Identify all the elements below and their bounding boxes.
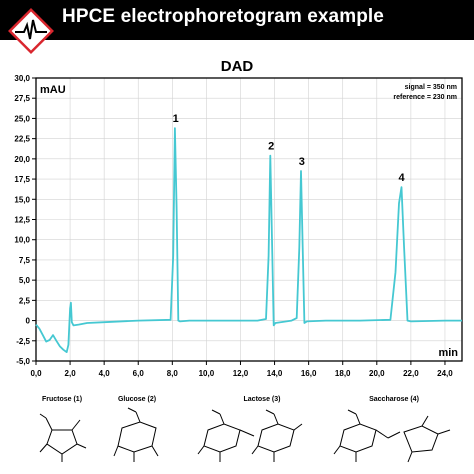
x-tick-label: 8,0 [167,369,179,378]
header-title: HPCE electrophoretogram example [62,6,384,27]
y-tick-label: 12,5 [14,216,30,225]
y-tick-label: -5,0 [16,357,30,366]
y-tick-label: 30,0 [14,74,30,83]
y-tick-label: 15,0 [14,195,30,204]
y-tick-label: 2,5 [19,296,31,305]
x-tick-label: 16,0 [301,369,317,378]
structure-name-fructose: Fructose (1) [42,396,82,403]
signal-annotation: signal = 350 nm [405,84,457,91]
peak-label-2: 2 [268,141,274,153]
y-tick-label: 5,0 [19,276,31,285]
x-tick-label: 2,0 [65,369,77,378]
y-tick-label: 20,0 [14,155,30,164]
lactose-structure-icon [197,409,303,462]
fructose-structure-icon [39,413,87,462]
header-bar: HPCE electrophoretogram example [0,0,474,40]
saccharose-structure-icon [333,409,451,463]
x-tick-label: 14,0 [267,369,283,378]
trace-line [35,127,462,354]
x-tick-label: 10,0 [199,369,215,378]
y-tick-label: 27,5 [14,94,30,103]
structure-name-lactose: Lactose (3) [244,396,281,403]
glucose-structure-icon [113,407,159,462]
electropherogram-logo-icon [8,8,54,54]
electropherogram-chart: DAD 0,0 2,0 4,0 6,0 8,0 10,0 12,0 14,0 16,0 18,0 2… [14,58,463,378]
x-tick-label: 20,0 [369,369,385,378]
y-tick-label: -2,5 [16,337,30,346]
structures-row: Fructose (1) Glucose (2) Lactose (3) Sac… [39,396,451,463]
x-tick-label: 18,0 [335,369,351,378]
chart-title: DAD [221,58,254,75]
peak-label-4: 4 [398,172,405,184]
peak-label-3: 3 [299,156,305,168]
y-tick-label: 7,5 [19,256,31,265]
y-axis-label: mAU [40,84,66,96]
x-tick-label: 24,0 [437,369,453,378]
x-tick-label: 4,0 [99,369,111,378]
x-tick-label: 0,0 [30,369,42,378]
x-tick-label: 22,0 [403,369,419,378]
y-tick-label: 25,0 [14,114,30,123]
peak-label-1: 1 [173,113,179,125]
y-tick-label: 22,5 [14,135,30,144]
structure-name-saccharose: Saccharose (4) [369,396,419,403]
structure-name-glucose: Glucose (2) [118,396,156,403]
y-tick-label: 0 [26,317,31,326]
y-tick-label: 10,0 [14,236,30,245]
y-tick-label: 17,5 [14,175,30,184]
x-tick-label: 12,0 [233,369,249,378]
reference-annotation: reference = 230 nm [393,94,457,101]
x-axis-label: min [438,347,458,359]
x-tick-label: 6,0 [133,369,145,378]
